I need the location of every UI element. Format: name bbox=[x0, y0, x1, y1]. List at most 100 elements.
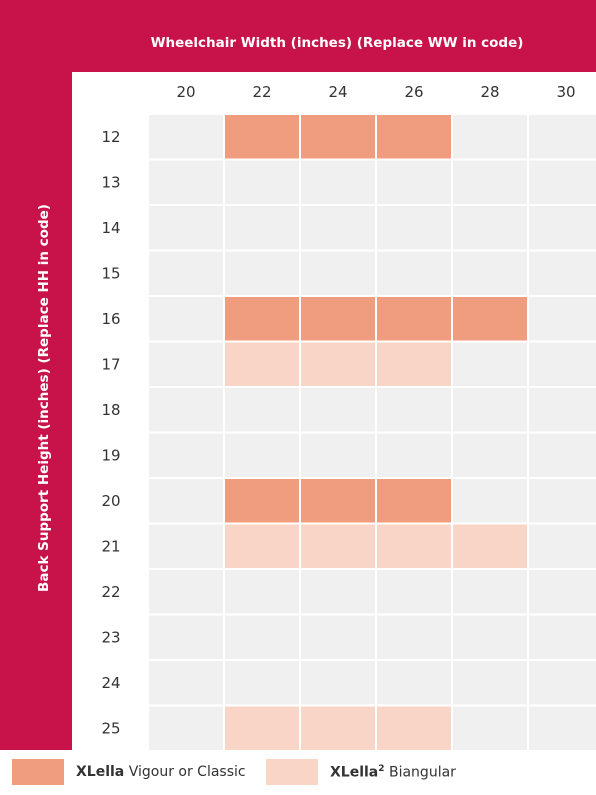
legend-text-2: Biangular bbox=[388, 764, 456, 781]
y-tick-label: 15 bbox=[101, 264, 120, 282]
heatmap-cell-empty bbox=[453, 615, 527, 659]
y-tick-label: 21 bbox=[101, 537, 120, 555]
heatmap-cell-filled bbox=[225, 524, 299, 568]
heatmap-cell-empty bbox=[377, 433, 451, 477]
heatmap-cell-empty bbox=[377, 251, 451, 295]
heatmap-cell-empty bbox=[149, 388, 223, 432]
y-tick-label: 18 bbox=[101, 401, 120, 419]
heatmap-cell-empty bbox=[453, 479, 527, 523]
heatmap-cell-empty bbox=[529, 297, 596, 341]
heatmap-cell-empty bbox=[149, 479, 223, 523]
side-band bbox=[0, 0, 72, 750]
y-tick-label: 25 bbox=[101, 719, 120, 737]
y-tick-label: 17 bbox=[101, 355, 120, 373]
heatmap-cell-empty bbox=[453, 433, 527, 477]
heatmap-cell-empty bbox=[149, 570, 223, 614]
x-tick-label: 22 bbox=[252, 83, 271, 101]
legend-swatch-biangular bbox=[266, 759, 318, 785]
heatmap-cell-empty bbox=[453, 251, 527, 295]
heatmap-cell-filled bbox=[377, 297, 451, 341]
heatmap-cell-empty bbox=[149, 661, 223, 705]
heatmap-cell-empty bbox=[225, 570, 299, 614]
y-tick-label: 24 bbox=[101, 674, 120, 692]
heatmap-cell-empty bbox=[453, 206, 527, 250]
y-tick-label: 14 bbox=[101, 219, 120, 237]
heatmap-cell-empty bbox=[529, 524, 596, 568]
heatmap-cell-filled bbox=[377, 706, 451, 750]
x-tick-label: 24 bbox=[328, 83, 347, 101]
heatmap-cell-filled bbox=[225, 115, 299, 159]
heatmap-cell-empty bbox=[453, 706, 527, 750]
x-tick-label: 20 bbox=[176, 83, 195, 101]
heatmap-cell-filled bbox=[225, 479, 299, 523]
y-axis-label: Back Support Height (inches) (Replace HH… bbox=[36, 204, 52, 592]
heatmap-cell-empty bbox=[529, 433, 596, 477]
heatmap-cell-empty bbox=[301, 661, 375, 705]
heatmap-cell-empty bbox=[377, 661, 451, 705]
heatmap-cell-filled bbox=[225, 342, 299, 386]
heatmap-cell-empty bbox=[453, 570, 527, 614]
heatmap-cell-empty bbox=[529, 388, 596, 432]
heatmap-cell-empty bbox=[225, 388, 299, 432]
chart-title: Wheelchair Width (inches) (Replace WW in… bbox=[151, 35, 524, 51]
heatmap-grid bbox=[149, 115, 596, 750]
heatmap-cell-filled bbox=[301, 297, 375, 341]
legend-brand-2: XLella bbox=[330, 764, 379, 781]
legend-sup-2: 2 bbox=[378, 763, 385, 774]
heatmap-cell-empty bbox=[529, 251, 596, 295]
legend-brand-1: XLella bbox=[76, 764, 125, 780]
heatmap-cell-empty bbox=[149, 251, 223, 295]
heatmap-cell-filled bbox=[301, 115, 375, 159]
heatmap-cell-empty bbox=[225, 433, 299, 477]
y-tick-label: 22 bbox=[101, 583, 120, 601]
heatmap-cell-filled bbox=[301, 479, 375, 523]
legend-swatch-vigour-classic bbox=[12, 759, 64, 785]
heatmap-cell-empty bbox=[377, 570, 451, 614]
x-tick-label: 30 bbox=[556, 83, 575, 101]
heatmap-cell-empty bbox=[149, 297, 223, 341]
heatmap-cell-filled bbox=[453, 297, 527, 341]
y-tick-label: 20 bbox=[101, 492, 120, 510]
heatmap-cell-filled bbox=[301, 706, 375, 750]
heatmap-cell-empty bbox=[377, 160, 451, 204]
heatmap-cell-empty bbox=[149, 615, 223, 659]
x-tick-labels: 20 22 24 26 28 30 bbox=[176, 83, 575, 101]
heatmap-cell-empty bbox=[149, 342, 223, 386]
heatmap-cell-filled bbox=[377, 342, 451, 386]
heatmap-cell-filled bbox=[453, 524, 527, 568]
heatmap-cell-empty bbox=[377, 388, 451, 432]
legend-item-vigour-classic: XLella Vigour or Classic bbox=[12, 752, 246, 792]
heatmap-cell-empty bbox=[301, 570, 375, 614]
heatmap-cell-empty bbox=[453, 388, 527, 432]
heatmap-cell-empty bbox=[225, 206, 299, 250]
heatmap-cell-empty bbox=[225, 615, 299, 659]
heatmap-cell-empty bbox=[453, 342, 527, 386]
heatmap-cell-empty bbox=[225, 160, 299, 204]
heatmap-cell-empty bbox=[529, 615, 596, 659]
heatmap-cell-empty bbox=[301, 388, 375, 432]
heatmap-cell-empty bbox=[149, 524, 223, 568]
heatmap-cell-empty bbox=[529, 479, 596, 523]
heatmap-cell-empty bbox=[377, 206, 451, 250]
y-tick-label: 12 bbox=[101, 128, 120, 146]
y-tick-label: 23 bbox=[101, 628, 120, 646]
heatmap-cell-filled bbox=[377, 115, 451, 159]
heatmap-cell-empty bbox=[149, 706, 223, 750]
heatmap-cell-empty bbox=[453, 661, 527, 705]
heatmap-cell-filled bbox=[377, 524, 451, 568]
heatmap-cell-filled bbox=[301, 342, 375, 386]
heatmap-cell-empty bbox=[225, 661, 299, 705]
heatmap-cell-empty bbox=[529, 342, 596, 386]
heatmap-cell-empty bbox=[149, 115, 223, 159]
heatmap-cell-empty bbox=[377, 615, 451, 659]
heatmap-cell-empty bbox=[529, 706, 596, 750]
x-tick-label: 26 bbox=[404, 83, 423, 101]
y-tick-labels: 12 13 14 15 16 17 18 19 20 21 22 23 24 25 bbox=[101, 128, 120, 738]
y-tick-label: 19 bbox=[101, 446, 120, 464]
x-tick-label: 28 bbox=[480, 83, 499, 101]
legend-item-biangular: XLella2 Biangular bbox=[266, 752, 456, 792]
heatmap-cell-empty bbox=[225, 251, 299, 295]
y-tick-label: 16 bbox=[101, 310, 120, 328]
heatmap-cell-filled bbox=[301, 524, 375, 568]
heatmap-cell-empty bbox=[301, 160, 375, 204]
